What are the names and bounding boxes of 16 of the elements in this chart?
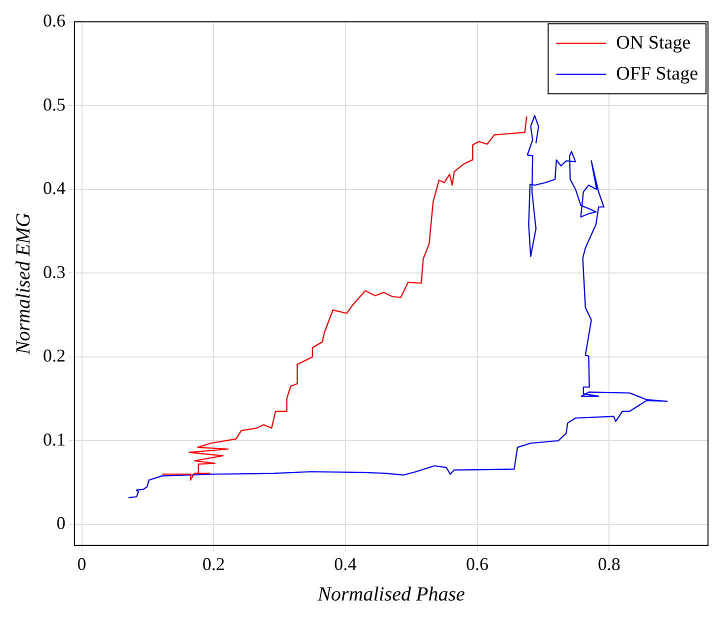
y-tick-label: 0.5: [43, 94, 66, 114]
legend-label: OFF Stage: [616, 63, 698, 84]
y-tick-label: 0.3: [43, 262, 66, 282]
x-tick-label: 0.6: [466, 554, 489, 574]
y-axis-title: Normalised EMG: [12, 212, 34, 356]
y-tick-label: 0.4: [43, 178, 66, 198]
x-tick-label: 0.2: [202, 554, 225, 574]
y-tick-label: 0.1: [43, 429, 66, 450]
y-tick-label: 0.2: [43, 346, 66, 366]
legend-label: ON Stage: [616, 32, 691, 54]
x-tick-label: 0: [77, 554, 86, 574]
x-axis-title: Normalised Phase: [316, 583, 465, 606]
x-tick-label: 0.4: [334, 554, 357, 574]
y-tick-label: 0.6: [43, 10, 66, 31]
x-tick-label: 0.8: [598, 554, 620, 574]
y-tick-label: 0: [56, 513, 66, 534]
